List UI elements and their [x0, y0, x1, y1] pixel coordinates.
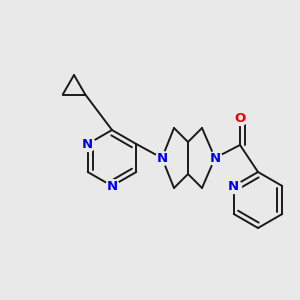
Text: N: N — [106, 179, 118, 193]
Text: N: N — [82, 137, 93, 151]
Text: N: N — [209, 152, 220, 164]
Text: O: O — [234, 112, 246, 124]
Text: N: N — [228, 179, 239, 193]
Text: N: N — [156, 152, 168, 164]
